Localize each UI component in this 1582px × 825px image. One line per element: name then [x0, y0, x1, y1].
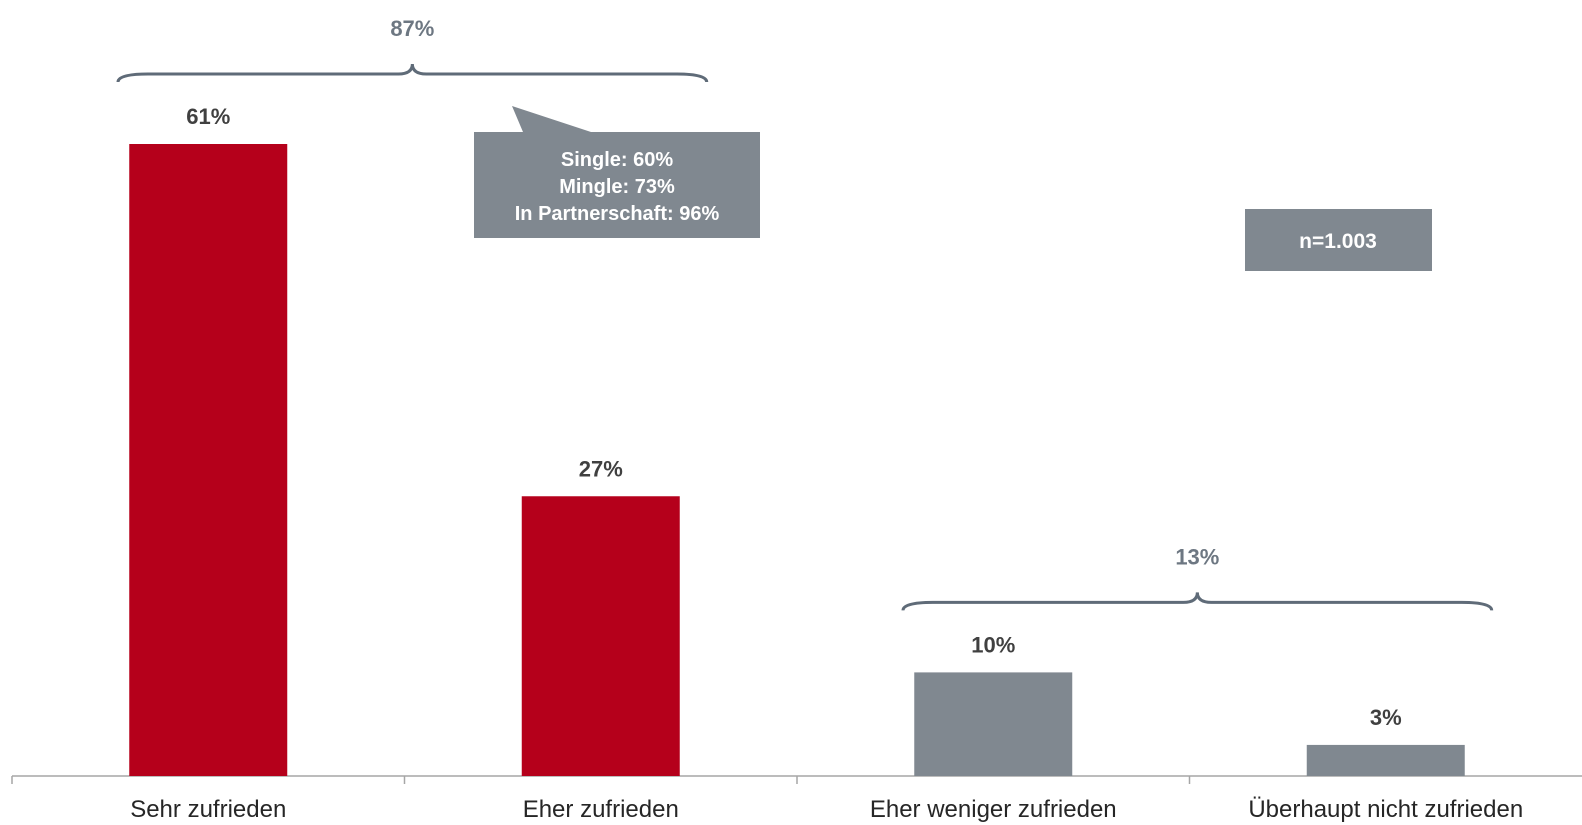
- group-label-1: 87%: [390, 16, 434, 41]
- bar-2: [521, 496, 680, 776]
- sample-size-text: n=1.003: [1299, 230, 1377, 253]
- value-label-4: 3%: [1370, 705, 1402, 730]
- sample-size-box: n=1.003: [1245, 209, 1432, 271]
- category-label-1: Sehr zufrieden: [130, 796, 286, 823]
- group-brace-2: [901, 592, 1494, 611]
- value-label-3: 10%: [971, 632, 1015, 657]
- callout-line-single: Single: 60%: [561, 149, 673, 171]
- group-brace-1: [116, 63, 709, 83]
- category-label-2: Eher zufrieden: [523, 796, 679, 823]
- bar-1: [129, 144, 288, 776]
- group-braces: 87% 13%: [116, 16, 1494, 611]
- callout-shape: [474, 106, 760, 238]
- bars: [129, 144, 1465, 776]
- sample-size-rect: [1245, 209, 1432, 271]
- callout-line-partnerschaft: In Partnerschaft: 96%: [515, 203, 720, 225]
- category-label-4: Überhaupt nicht zufrieden: [1248, 796, 1523, 823]
- x-axis: [11, 775, 1582, 784]
- value-labels: 61% 27% 10% 3%: [186, 104, 1401, 730]
- bar-3: [914, 672, 1073, 776]
- category-label-3: Eher weniger zufrieden: [870, 796, 1117, 823]
- value-label-1: 61%: [186, 104, 230, 129]
- value-label-2: 27%: [579, 456, 623, 481]
- bar-4: [1306, 744, 1465, 776]
- category-labels: Sehr zufrieden Eher zufrieden Eher weniger…: [130, 796, 1523, 823]
- callout-line-mingle: Mingle: 73%: [559, 176, 675, 198]
- group-label-2: 13%: [1175, 544, 1219, 569]
- callout-box: Single: 60% Mingle: 73% In Partnerschaft…: [474, 106, 760, 238]
